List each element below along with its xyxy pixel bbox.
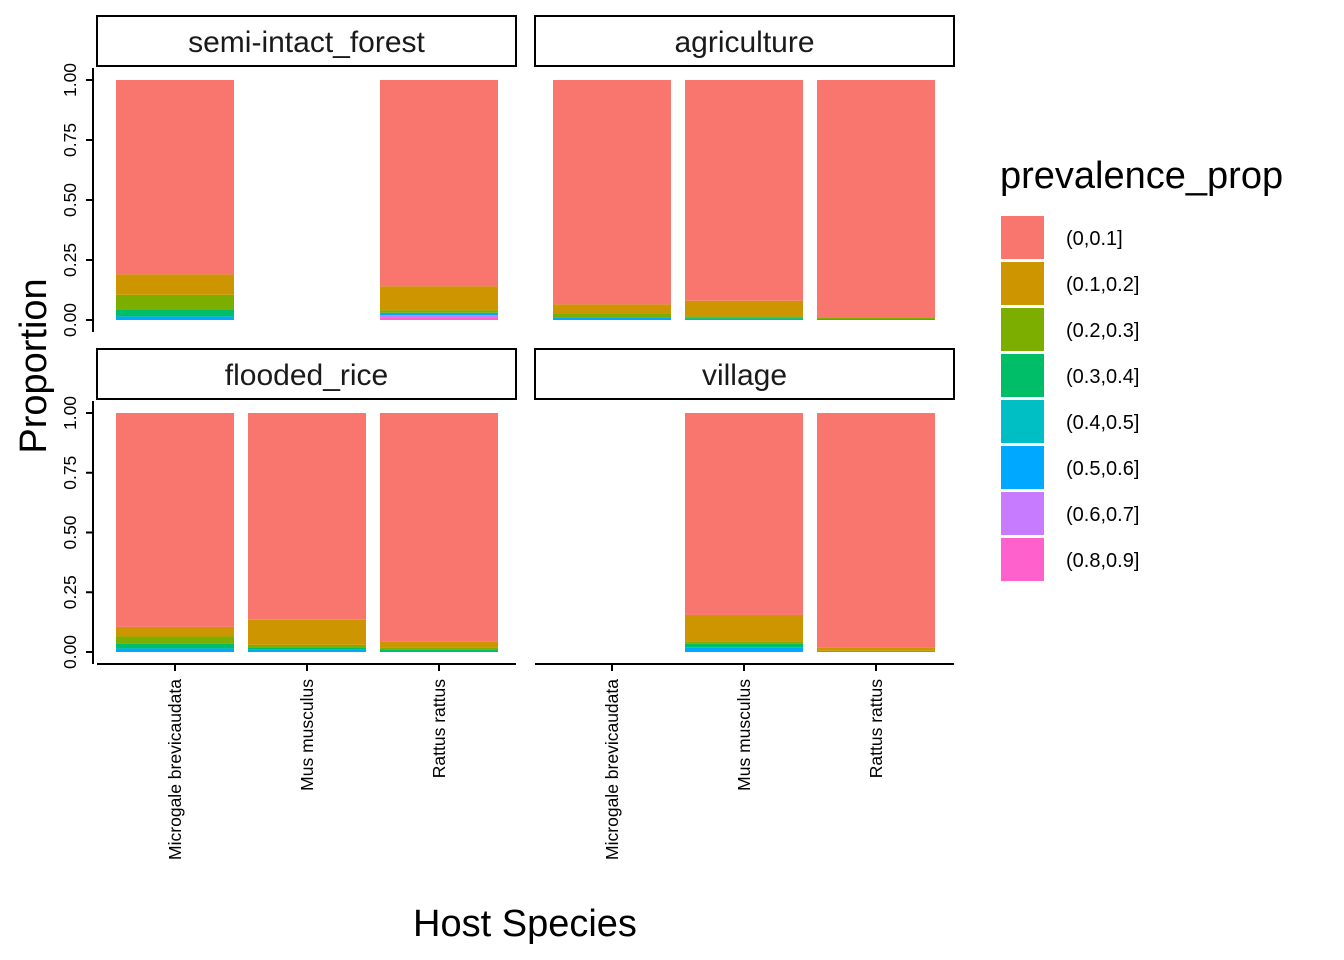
legend-swatch	[1001, 400, 1044, 443]
bar-segment	[248, 647, 366, 650]
bar-segment	[380, 286, 498, 311]
bar-segment	[380, 310, 498, 313]
y-tick-label: 1.00	[60, 396, 80, 430]
bar-segment	[116, 80, 234, 275]
bar-segment	[380, 641, 498, 648]
bar-segment	[553, 317, 671, 320]
bar-segment	[685, 647, 803, 652]
bar-segment	[817, 413, 935, 648]
bar-segment	[380, 317, 498, 320]
x-axis-title: Host Species	[413, 903, 637, 945]
bar-segment	[116, 626, 234, 637]
bar-segment	[685, 300, 803, 317]
y-tick-label: 0.25	[60, 243, 80, 277]
bar-segment	[248, 619, 366, 645]
x-tick-label: Microgale brevicaudata	[165, 679, 185, 860]
bar-segment	[817, 650, 935, 652]
y-tick-label: 0.50	[60, 515, 80, 549]
bar-segment	[116, 636, 234, 644]
x-axis-tick-labels: Microgale brevicaudata Mus musculus Rattus…	[165, 679, 886, 860]
bar-segment	[685, 614, 803, 642]
bar-segment	[685, 80, 803, 301]
bar-segment	[685, 643, 803, 648]
bar-segment	[116, 643, 234, 649]
bar-segment	[116, 413, 234, 627]
bar-segment	[380, 647, 498, 650]
bar-segment	[116, 294, 234, 310]
legend-label: (0,0.1]	[1066, 228, 1123, 250]
x-tick-label: Microgale brevicaudata	[602, 679, 622, 860]
bar-segment	[380, 80, 498, 287]
bar-segment	[553, 304, 671, 314]
facet-panel: agriculture	[534, 15, 955, 320]
bar-segment	[248, 413, 366, 620]
legend-swatch	[1001, 308, 1044, 351]
y-tick-label: 0.25	[60, 575, 80, 609]
facet-panel: village	[534, 348, 955, 671]
x-tick-label: Mus musculus	[734, 679, 754, 791]
legend-label: (0.3,0.4]	[1066, 366, 1139, 388]
facet-strip	[96, 15, 517, 67]
facet-strip	[534, 348, 955, 400]
facet-label: agriculture	[674, 26, 814, 59]
bar-segment	[380, 413, 498, 642]
legend: prevalence_prop (0,0.1] (0.1,0.2] (0.2,0.3]…	[1000, 155, 1283, 581]
facet-panels: semi-intact_forest 0.00 0.25 0.50 0.75 1.00 ag…	[60, 15, 955, 671]
y-tick-label: 0.75	[60, 456, 80, 490]
bar-segment	[248, 644, 366, 648]
y-tick-label: 0.00	[60, 303, 80, 337]
bar-segment	[380, 649, 498, 652]
legend-swatch	[1001, 354, 1044, 397]
bar-segment	[685, 317, 803, 319]
bar-segment	[817, 319, 935, 320]
bar-segment	[685, 413, 803, 615]
x-tick-label: Mus musculus	[297, 679, 317, 791]
y-axis-title: Proportion	[13, 278, 55, 453]
legend-label: (0.2,0.3]	[1066, 320, 1139, 342]
bar-segment	[685, 316, 803, 318]
x-tick-label: Rattus rattus	[429, 679, 449, 778]
y-tick-label: 0.75	[60, 123, 80, 157]
legend-label: (0.6,0.7]	[1066, 504, 1139, 526]
legend-label: (0.4,0.5]	[1066, 412, 1139, 434]
facet-strip	[96, 348, 517, 400]
facet-label: semi-intact_forest	[188, 26, 425, 59]
legend-label: (0.1,0.2]	[1066, 274, 1139, 296]
bar-segment	[685, 641, 803, 644]
legend-swatch	[1001, 538, 1044, 581]
y-tick-label: 0.00	[60, 635, 80, 669]
legend-label: (0.8,0.9]	[1066, 550, 1139, 572]
facet-panel: flooded_rice 0.00 0.25 0.50 0.75 1.00	[60, 348, 517, 671]
y-tick-label: 0.50	[60, 183, 80, 217]
y-tick-label: 1.00	[60, 63, 80, 97]
legend-title: prevalence_prop	[1000, 155, 1283, 197]
legend-swatch	[1001, 446, 1044, 489]
bar-segment	[116, 309, 234, 317]
legend-label: (0.5,0.6]	[1066, 458, 1139, 480]
bar-segment	[380, 312, 498, 316]
legend-swatch	[1001, 216, 1044, 259]
bar-segment	[553, 80, 671, 305]
bar-segment	[817, 317, 935, 320]
facet-label: village	[702, 359, 787, 392]
bar-segment	[116, 316, 234, 320]
facet-label: flooded_rice	[225, 359, 388, 392]
legend-swatch	[1001, 492, 1044, 535]
facet-strip	[534, 15, 955, 67]
bar-segment	[553, 314, 671, 318]
facet-panel: semi-intact_forest 0.00 0.25 0.50 0.75 1.00	[60, 15, 517, 337]
x-tick-label: Rattus rattus	[866, 679, 886, 778]
bar-segment	[116, 648, 234, 652]
bar-segment	[817, 80, 935, 318]
bar-segment	[248, 649, 366, 652]
legend-swatch	[1001, 262, 1044, 305]
bar-segment	[685, 318, 803, 320]
bar-segment	[380, 315, 498, 318]
bar-segment	[817, 647, 935, 651]
bar-segment	[116, 274, 234, 295]
